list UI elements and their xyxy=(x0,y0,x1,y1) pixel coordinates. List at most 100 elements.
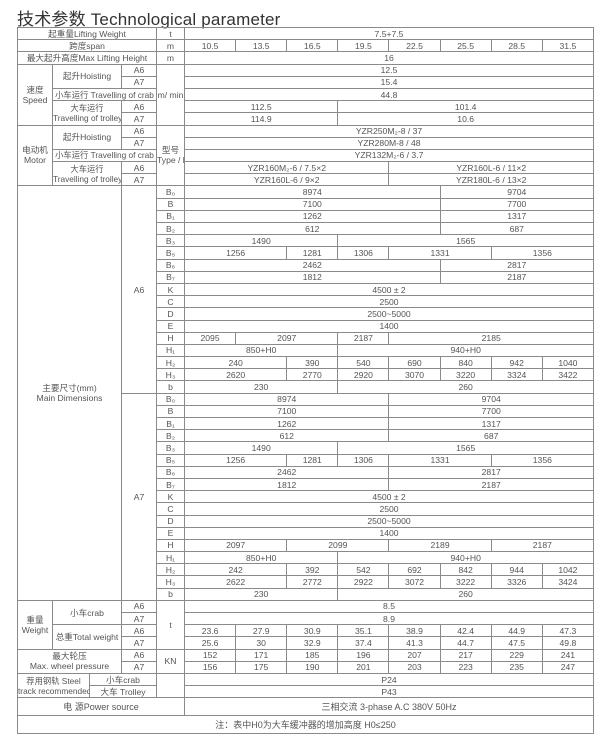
param-cell: H xyxy=(156,538,186,553)
value-cell: 3220 xyxy=(439,368,492,382)
value-cell: 31.5 xyxy=(541,39,595,53)
cell-text: 2189 xyxy=(430,540,450,551)
cell-text: A7 xyxy=(133,637,145,648)
cell-text: 2097 xyxy=(277,333,297,344)
cell-text: B xyxy=(167,406,174,417)
cell-text: 240 xyxy=(228,357,243,368)
cell-text: 3422 xyxy=(558,369,578,380)
grade-cell: A7 xyxy=(120,636,158,650)
value-cell: 2817 xyxy=(439,258,595,272)
value-cell: 217 xyxy=(439,648,492,662)
value-cell: 692 xyxy=(388,563,441,577)
cell-text: 156 xyxy=(202,662,218,673)
cell-text: 25.6 xyxy=(201,637,219,648)
cell-text: 3326 xyxy=(507,577,527,588)
value-cell: YZR250M₂-8 / 37 xyxy=(184,124,594,138)
trolley-travel-label: 大车运行 Travelling of trolley xyxy=(52,161,122,187)
cell-text: 392 xyxy=(305,564,320,575)
cell-text: 2817 xyxy=(481,467,501,478)
table-row: H₂ 240 390 540 690 840 942 1040 xyxy=(18,356,595,370)
value-cell: 41.3 xyxy=(388,636,441,650)
cell-text: H₃ xyxy=(165,577,176,588)
value-cell: 230 xyxy=(184,587,339,601)
cell-text: Max. wheel pressure xyxy=(29,661,110,672)
value-cell: 1306 xyxy=(337,246,390,260)
cell-text: 3324 xyxy=(507,369,527,380)
trolley-travel-label: 大车运行 Travelling of trolley xyxy=(52,100,122,126)
table-row: 大车运行 Travelling of trolley A6 YZR160M₂-6 / … xyxy=(18,161,594,187)
value-cell: 2500~5000 xyxy=(184,514,594,528)
value-cell: 2187 xyxy=(439,270,595,284)
cell-text: 1306 xyxy=(353,455,373,466)
speed-label: 速度 Speed xyxy=(17,63,53,126)
value-cell: P24 xyxy=(184,672,594,687)
cell-text: YZR180L-6 / 13×2 xyxy=(455,174,527,185)
cell-text: 电 源Power source xyxy=(63,701,139,712)
unit-cell: m xyxy=(156,51,186,65)
cell-text: 31.5 xyxy=(559,40,577,51)
hoisting-label: 起升Hoisting xyxy=(52,124,122,150)
wheel-pressure-label: 最大轮压 Max. wheel pressure xyxy=(17,648,122,674)
param-cell: B₇ xyxy=(156,477,186,492)
cell-text: 2187 xyxy=(507,272,527,283)
cell-text: A7 xyxy=(133,113,145,124)
param-cell: B₀ xyxy=(156,392,186,406)
cell-text: 2500~5000 xyxy=(367,308,411,319)
crab-travel-label: 小车运行 Travelling of crab xyxy=(51,148,158,163)
param-cell: B₂ xyxy=(156,221,186,236)
table-row: B₂ 612 687 xyxy=(18,429,594,443)
cell-text: 1356 xyxy=(532,247,552,258)
weight-label: 重量 Weight xyxy=(17,599,53,650)
value-cell: 1040 xyxy=(541,356,595,370)
cell-text: 1356 xyxy=(532,455,552,466)
value-cell: 16.5 xyxy=(286,39,339,53)
value-cell: 152 xyxy=(184,648,237,662)
param-cell: E xyxy=(156,526,186,540)
param-cell: B₁ xyxy=(156,416,186,431)
value-cell: 7.5+7.5 xyxy=(184,26,594,41)
cell-text: A6 xyxy=(133,601,145,612)
cell-text: A6 xyxy=(133,101,145,112)
value-cell: 175 xyxy=(235,660,288,674)
cell-text: Type / kw xyxy=(157,155,184,166)
cell-text: 三相交流 3-phase A.C 380V 50Hz xyxy=(321,701,457,712)
param-cell: H₃ xyxy=(156,368,186,382)
trolley-track-label: 大车 Trolley xyxy=(88,685,158,699)
param-cell: B₆ xyxy=(156,258,186,272)
cell-text: 1262 xyxy=(302,211,322,222)
cell-text: 32.9 xyxy=(303,637,321,648)
table-row: H₃ 2620 2770 2920 3070 3220 3324 3422 xyxy=(18,368,595,382)
value-cell: 2920 xyxy=(337,368,390,382)
cell-text: 223 xyxy=(458,662,473,673)
grade-cell: A7 xyxy=(120,660,158,674)
cell-text: 175 xyxy=(254,662,269,673)
table-row: B₇ 1812 2187 xyxy=(18,477,594,492)
cell-text: P43 xyxy=(381,686,397,697)
value-cell: 9704 xyxy=(439,185,595,199)
cell-text: t xyxy=(169,619,172,630)
cell-text: 19.5 xyxy=(355,40,372,51)
cell-text: 38.9 xyxy=(406,625,423,636)
cell-text: 1281 xyxy=(302,455,322,466)
cell-text: 23.6 xyxy=(201,625,219,636)
value-cell: 2097 xyxy=(235,331,339,345)
cell-text: 22.5 xyxy=(406,40,423,51)
cell-text: 2922 xyxy=(353,577,373,588)
grade-cell: A6 xyxy=(120,648,158,662)
grade-cell: A7 xyxy=(120,112,158,126)
value-cell: 392 xyxy=(286,563,339,577)
value-cell: 23.6 xyxy=(184,624,237,638)
cell-text: 小车crab xyxy=(70,607,104,618)
value-cell: 171 xyxy=(235,648,288,662)
cell-text: 2500 xyxy=(379,296,399,307)
cell-text: 944 xyxy=(509,564,524,575)
value-cell: 10.5 xyxy=(184,39,237,53)
max-height-label: 最大起升高度Max Lifting Height xyxy=(16,51,158,65)
value-cell: 1490 xyxy=(184,441,339,455)
cell-text: 2500 xyxy=(379,503,399,514)
cell-text: 201 xyxy=(356,662,371,673)
cell-text: 起升Hoisting xyxy=(62,132,112,143)
cell-text: 940+H0 xyxy=(450,345,481,356)
param-cell: D xyxy=(156,307,186,321)
table-row: B₅ 1256 1281 1306 1331 1356 xyxy=(18,453,595,467)
